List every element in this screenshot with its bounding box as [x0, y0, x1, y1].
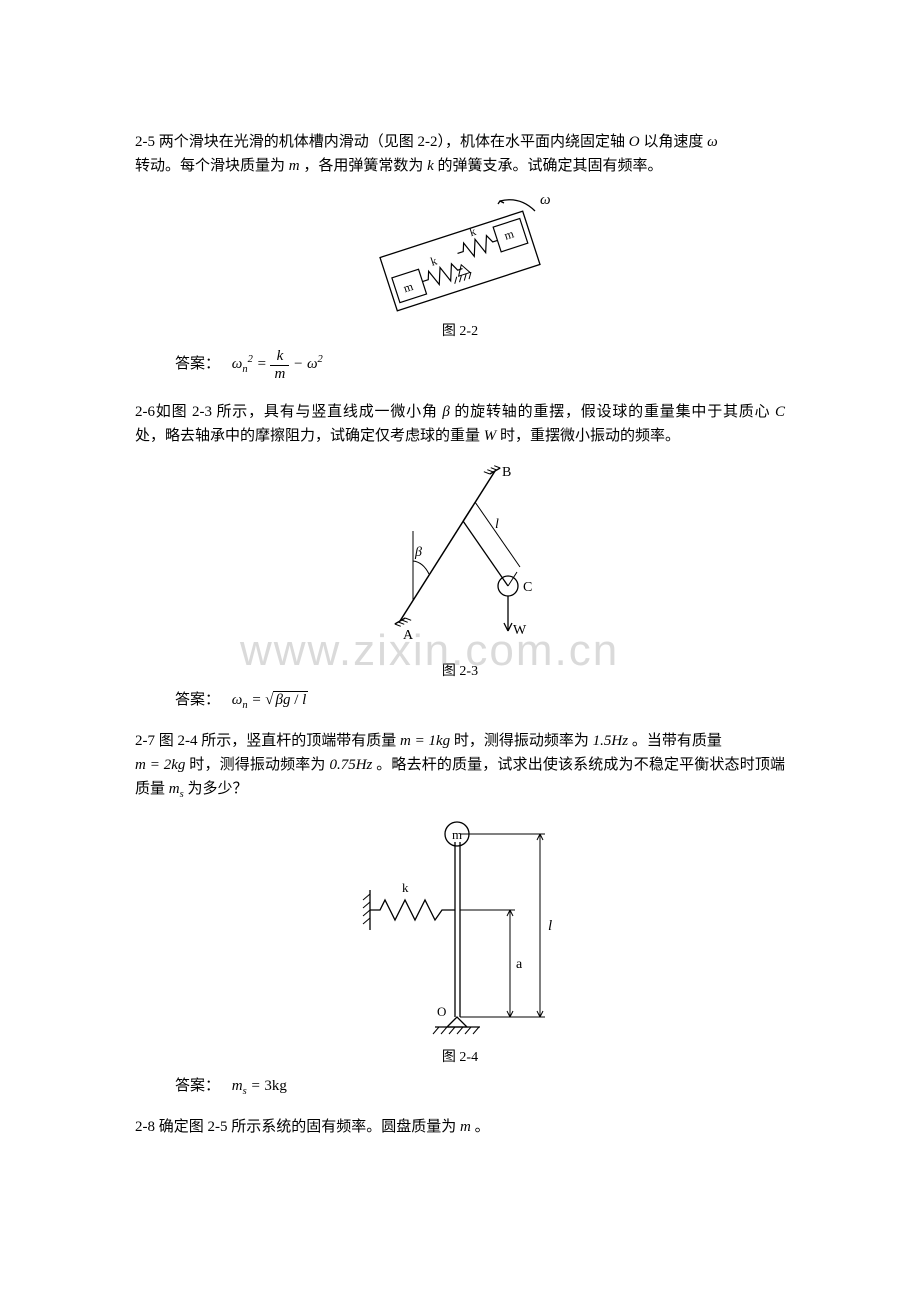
text: 时，测得振动频率为	[450, 733, 593, 749]
svg-text:l: l	[495, 517, 499, 532]
problem-2-5: 2-5 两个滑块在光滑的机体槽内滑动（见图 2-2），机体在水平面内绕固定轴 O…	[135, 130, 785, 178]
var-m: m	[289, 158, 300, 174]
svg-text:k: k	[429, 254, 439, 269]
answer-2-5: 答案： ωn2 = km − ω2	[175, 348, 785, 382]
var-beta: β	[442, 404, 449, 420]
eq-m2: m = 2kg	[135, 757, 185, 773]
text: 的弹簧支承。试确定其固有频率。	[434, 158, 663, 174]
var-m: m	[460, 1119, 471, 1135]
figure-2-4-caption: 图 2-4	[442, 1046, 478, 1066]
problem-2-6: 2-6如图 2-3 所示，具有与竖直线成一微小角 β 的旋转轴的重摆，假设球的重…	[135, 400, 785, 448]
svg-text:W: W	[513, 623, 527, 638]
text: ，各用弹簧常数为	[300, 158, 428, 174]
problem-2-8: 2-8 确定图 2-5 所示系统的固有频率。圆盘质量为 m 。	[135, 1115, 785, 1139]
text: 的旋转轴的重摆，假设球的重量集中于其质心	[450, 404, 775, 420]
eq-m1: m = 1kg	[400, 733, 450, 749]
text: 2-5 两个滑块在光滑的机体槽内滑动（见图 2-2），机体在水平面内绕固定轴	[135, 134, 629, 150]
var-W: W	[484, 428, 497, 444]
text: 转动。每个滑块质量为	[135, 158, 289, 174]
svg-text:m: m	[502, 226, 516, 242]
text: 为多少？	[184, 781, 248, 797]
hz2: 0.75Hz	[329, 757, 372, 773]
text: 时，测得振动频率为	[185, 757, 329, 773]
var-O: O	[629, 134, 640, 150]
var-k: k	[427, 158, 434, 174]
answer-2-7-formula: ms = 3kg	[232, 1078, 287, 1094]
svg-text:B: B	[502, 465, 511, 480]
text: 处，略去轴承中的摩擦阻力，试确定仅考虑球的重量	[135, 428, 484, 444]
svg-text:O: O	[437, 1004, 446, 1019]
answer-2-7: 答案： ms = 3kg	[175, 1074, 785, 1097]
answer-2-5-formula: ωn2 = km − ω2	[232, 356, 323, 372]
var-ms: ms	[169, 781, 184, 797]
svg-text:ω: ω	[540, 192, 551, 208]
svg-text:C: C	[523, 580, 532, 595]
text: 。当带有质量	[628, 733, 722, 749]
problem-2-7: 2-7 图 2-4 所示，竖直杆的顶端带有质量 m = 1kg 时，测得振动频率…	[135, 729, 785, 804]
answer-label: 答案：	[175, 692, 220, 708]
figure-2-4: m O k a l 图 2-4	[135, 812, 785, 1066]
text: 2-6如图 2-3 所示，具有与竖直线成一微小角	[135, 404, 442, 420]
svg-text:k: k	[402, 880, 409, 895]
figure-2-3-caption: 图 2-3	[442, 660, 478, 680]
text: 。	[471, 1119, 490, 1135]
var-omega: ω	[707, 134, 718, 150]
svg-text:l: l	[548, 918, 552, 934]
text: 时，重摆微小振动的频率。	[496, 428, 680, 444]
svg-text:m: m	[402, 279, 416, 295]
answer-2-6-formula: ωn = βg / l	[232, 692, 309, 708]
svg-text:A: A	[403, 628, 414, 643]
hz1: 1.5Hz	[593, 733, 628, 749]
answer-label: 答案：	[175, 356, 220, 372]
svg-text:a: a	[516, 957, 523, 972]
text: 2-8 确定图 2-5 所示系统的固有频率。圆盘质量为	[135, 1119, 460, 1135]
var-C: C	[775, 404, 785, 420]
svg-text:β: β	[414, 545, 422, 560]
answer-label: 答案：	[175, 1078, 220, 1094]
figure-2-3: B A β C W l 图 2-3	[135, 456, 785, 680]
figure-2-4-svg: m O k a l	[330, 812, 590, 1042]
figure-2-3-svg: B A β C W l	[345, 456, 575, 656]
answer-2-6: 答案： ωn = βg / l	[175, 688, 785, 711]
figure-2-2-svg: m m k k ω	[350, 186, 570, 316]
text: 以角速度	[640, 134, 708, 150]
figure-2-2-caption: 图 2-2	[442, 320, 478, 340]
figure-2-2: m m k k ω 图 2-2	[135, 186, 785, 340]
text: 2-7 图 2-4 所示，竖直杆的顶端带有质量	[135, 733, 400, 749]
